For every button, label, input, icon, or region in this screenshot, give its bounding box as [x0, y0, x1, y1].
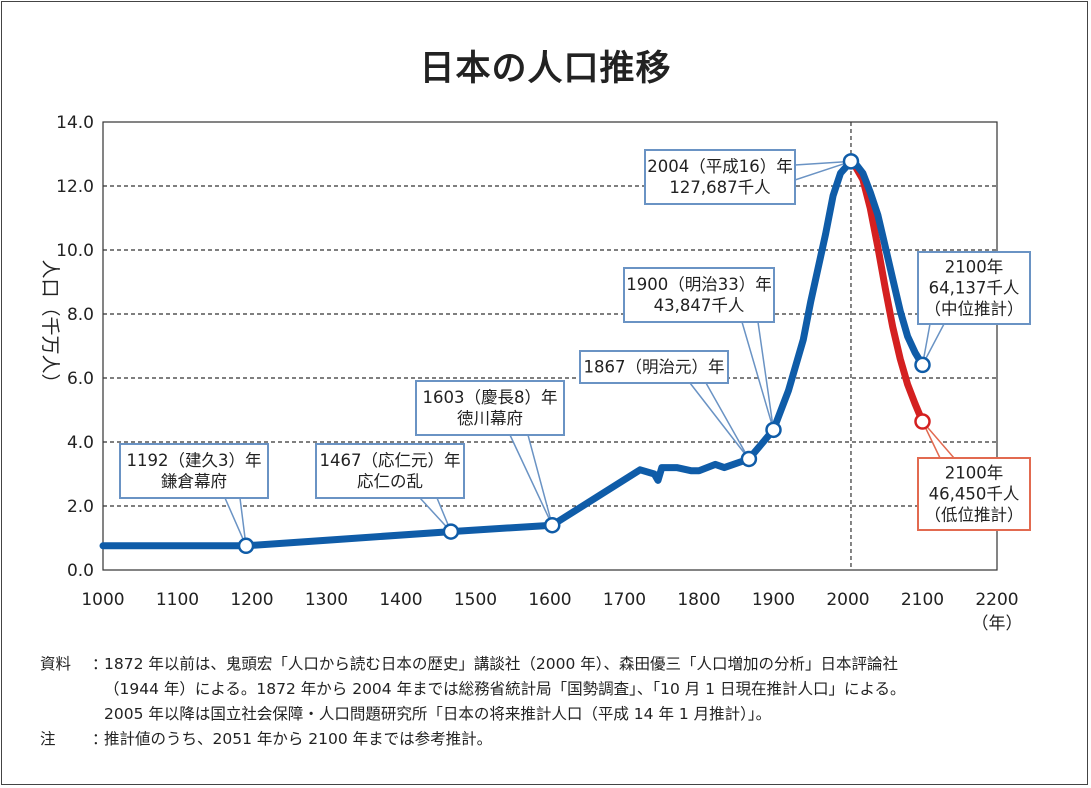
annotation-text: 43,847千人 — [654, 296, 745, 315]
annotation-pointer — [508, 434, 553, 526]
data-point-marker-1603 — [543, 516, 561, 534]
x-tick-label-1: 1100 — [156, 590, 199, 610]
data-point-marker-1900 — [765, 421, 782, 439]
y-tick-label-3: 6.0 — [67, 369, 94, 389]
annotation-text: 1192（建久3）年 — [127, 451, 262, 470]
note-remark-line-1: 推計値のうち、2051 年から 2100 年までは参考推計。 — [104, 730, 493, 748]
annotation-box — [119, 443, 269, 499]
annotation-text: 1467（応仁元）年 — [320, 451, 461, 470]
annotation-text: 46,450千人 — [929, 485, 1020, 504]
annotation-text: 2100年 — [945, 258, 1004, 277]
x-tick-label-3: 1300 — [305, 590, 348, 610]
annotation-pointer — [740, 321, 775, 431]
annotation-box — [917, 457, 1031, 531]
annotation-box — [644, 149, 796, 205]
y-tick-label-2: 4.0 — [67, 433, 94, 453]
note-source-line-1: 1872 年以前は、鬼頭宏「人口から読む日本の歴史」講談社（2000 年）、森田… — [104, 655, 899, 673]
annotation-box — [315, 443, 465, 499]
x-tick-label-4: 1400 — [379, 590, 422, 610]
y-tick-label-4: 8.0 — [67, 305, 94, 325]
annotation-text: 応仁の乱 — [357, 472, 423, 491]
annotation-box — [579, 350, 729, 384]
annotation-pointer — [688, 382, 750, 460]
annotation-box — [415, 380, 565, 436]
x-tick-label-12: 2200 — [975, 590, 1018, 610]
x-axis-label: （年） — [972, 614, 1023, 634]
annotation-box — [623, 267, 775, 323]
y-tick-label-1: 2.0 — [67, 497, 94, 517]
series-line-low-estimate — [847, 157, 926, 425]
note-remark-colon: ： — [92, 730, 108, 748]
annotation-text: （低位推計） — [925, 506, 1024, 525]
annotation-text: 1603（慶長8）年 — [423, 388, 558, 407]
x-tick-label-8: 1800 — [677, 590, 720, 610]
x-tick-label-5: 1500 — [454, 590, 497, 610]
annotation-text: 鎌倉幕府 — [161, 472, 227, 491]
annotation-1900-4: 1900（明治33）年 43,847千人 — [623, 267, 775, 431]
annotation-text: 1900（明治33）年 — [626, 275, 772, 294]
annotation-1867-3: 1867（明治元）年 — [579, 350, 750, 460]
x-tick-label-7: 1700 — [603, 590, 646, 610]
y-tick-label-0: 0.0 — [67, 561, 94, 581]
note-source: 資料 ： 1872 年以前は、鬼頭宏「人口から読む日本の歴史」講談社（2000 … — [40, 652, 906, 727]
annotation-text: 2100年 — [945, 464, 1004, 483]
y-axis-label: 人口（千万人） — [39, 259, 61, 392]
x-tick-label-10: 2000 — [826, 590, 869, 610]
data-point-marker-1192 — [237, 537, 255, 555]
note-source-colon: ： — [92, 655, 108, 673]
population-chart: 0.0 2.0 4.0 6.0 8.0 10.0 12.0 14.0 1000 1100 1200 1… — [39, 113, 1031, 634]
annotation-text: 127,687千人 — [669, 178, 770, 197]
data-point-marker-2004 — [842, 153, 860, 170]
y-tick-label-6: 12.0 — [56, 177, 94, 197]
data-point-marker-1467 — [442, 523, 460, 540]
annotation-2100-7: 2100年 46,450千人 （低位推計） — [917, 421, 1031, 531]
x-tick-label-6: 1600 — [528, 590, 571, 610]
note-source-line-2: （1944 年）による。1872 年から 2004 年までは総務省統計局「国勢調… — [104, 680, 906, 698]
annotation-text: 64,137千人 — [929, 279, 1020, 298]
x-tick-label-11: 2100 — [901, 590, 944, 610]
series-line-main — [99, 157, 926, 550]
source-notes: 資料 ： 1872 年以前は、鬼頭宏「人口から読む日本の歴史」講談社（2000 … — [40, 652, 906, 752]
annotation-text: 徳川幕府 — [457, 409, 523, 428]
note-source-line-3: 2005 年以降は国立社会保障・人口問題研究所「日本の将来推計人口（平成 14 … — [104, 705, 772, 723]
note-remark-label: 注 — [40, 730, 56, 748]
x-tick-label-2: 1200 — [230, 590, 273, 610]
note-source-label: 資料 — [40, 655, 72, 673]
x-tick-label-0: 1000 — [81, 590, 124, 610]
annotation-text: 1867（明治元）年 — [584, 358, 725, 377]
annotation-text: 2004（平成16）年 — [647, 157, 793, 176]
annotation-box — [917, 251, 1031, 325]
annotation-2004-5: 2004（平成16）年 127,687千人 — [644, 149, 852, 205]
y-tick-label-7: 14.0 — [56, 113, 94, 133]
x-tick-label-9: 1900 — [752, 590, 795, 610]
data-point-marker-2100 — [914, 356, 931, 374]
y-tick-label-5: 10.0 — [56, 241, 94, 261]
annotation-text: （中位推計） — [925, 300, 1024, 319]
plot-area — [102, 121, 998, 571]
note-remark: 注 ： 推計値のうち、2051 年から 2100 年までは参考推計。 — [40, 727, 906, 752]
chart-title: 日本の人口推移 — [419, 49, 672, 89]
data-point-marker-1867 — [740, 450, 758, 468]
data-point-marker-2100 — [914, 413, 931, 430]
annotation-2100-6: 2100年 64,137千人 （中位推計） — [917, 251, 1031, 366]
